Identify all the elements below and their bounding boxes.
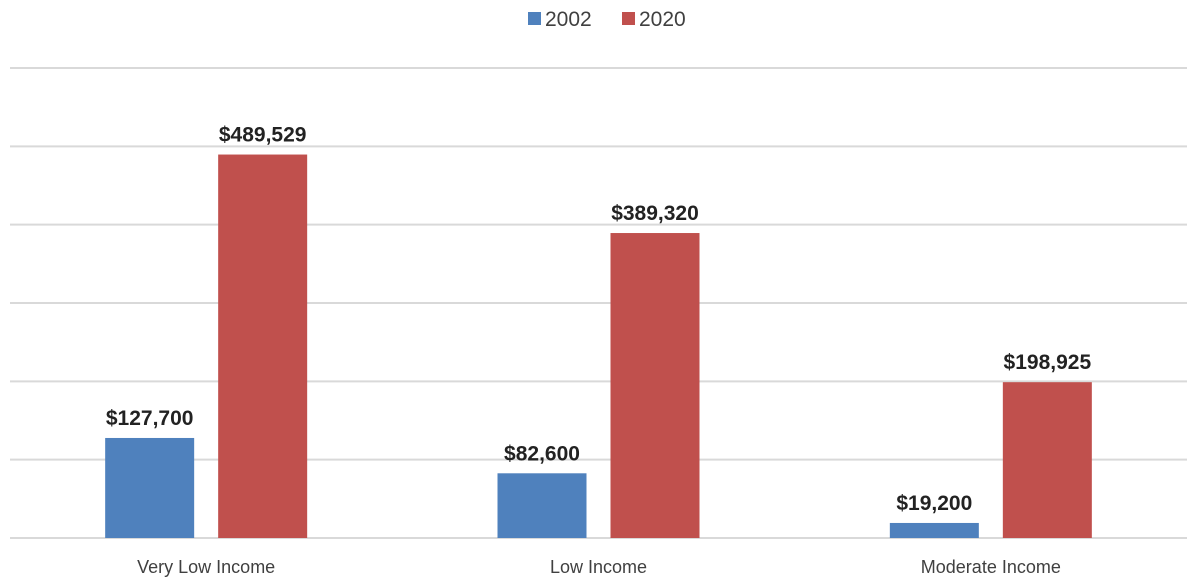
bar-2020-2 [1002,382,1092,538]
data-label-2020-0: $489,529 [219,124,307,147]
data-label-2002-2: $19,200 [896,492,972,515]
data-label-2020-2: $198,925 [1004,351,1092,374]
legend: 2002 2020 [528,8,686,31]
gridlines [10,67,1187,539]
bar-2002-1 [497,473,587,538]
legend-label-2002: 2002 [545,8,592,31]
legend-swatch-2002 [528,12,541,25]
category-label-2: Moderate Income [921,557,1061,577]
bar-2020-0 [218,154,308,538]
legend-swatch-2020 [622,12,635,25]
data-label-2020-1: $389,320 [611,202,699,225]
data-label-2002-0: $127,700 [106,407,194,430]
value-labels: $127,700 $489,529 $82,600 $389,320 $19,200 $1… [106,124,1092,515]
bar-2002-2 [889,522,979,538]
bar-2020-1 [610,233,700,539]
data-label-2002-1: $82,600 [504,442,580,465]
legend-label-2020: 2020 [639,8,686,31]
category-label-1: Low Income [550,557,647,577]
bars [105,154,1092,539]
category-labels: Very Low Income Low Income Moderate Income [137,557,1061,577]
category-label-0: Very Low Income [137,557,275,577]
bar-2002-0 [105,437,195,538]
